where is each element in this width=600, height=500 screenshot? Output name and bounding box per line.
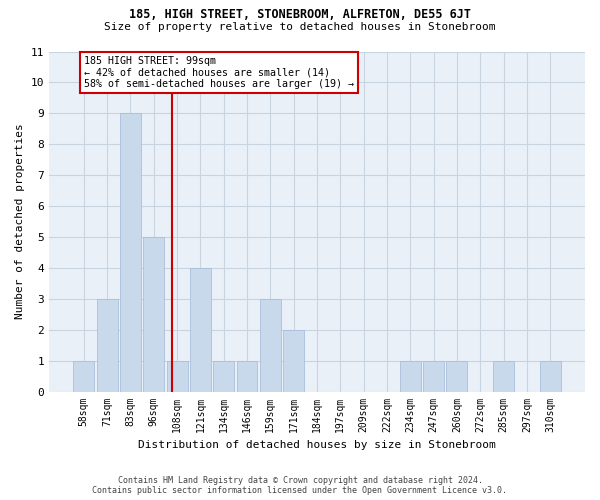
Bar: [190, 268, 211, 392]
Bar: [143, 237, 164, 392]
Text: 185 HIGH STREET: 99sqm
← 42% of detached houses are smaller (14)
58% of semi-det: 185 HIGH STREET: 99sqm ← 42% of detached…: [84, 56, 354, 90]
Bar: [120, 114, 141, 392]
Bar: [236, 360, 257, 392]
Bar: [400, 360, 421, 392]
Text: 185, HIGH STREET, STONEBROOM, ALFRETON, DE55 6JT: 185, HIGH STREET, STONEBROOM, ALFRETON, …: [129, 8, 471, 20]
Bar: [539, 360, 560, 392]
Bar: [423, 360, 444, 392]
Bar: [283, 330, 304, 392]
X-axis label: Distribution of detached houses by size in Stonebroom: Distribution of detached houses by size …: [138, 440, 496, 450]
Bar: [97, 299, 118, 392]
Y-axis label: Number of detached properties: Number of detached properties: [15, 124, 25, 320]
Bar: [446, 360, 467, 392]
Text: Contains HM Land Registry data © Crown copyright and database right 2024.
Contai: Contains HM Land Registry data © Crown c…: [92, 476, 508, 495]
Bar: [493, 360, 514, 392]
Text: Size of property relative to detached houses in Stonebroom: Size of property relative to detached ho…: [104, 22, 496, 32]
Bar: [73, 360, 94, 392]
Bar: [260, 299, 281, 392]
Bar: [213, 360, 234, 392]
Bar: [167, 360, 188, 392]
